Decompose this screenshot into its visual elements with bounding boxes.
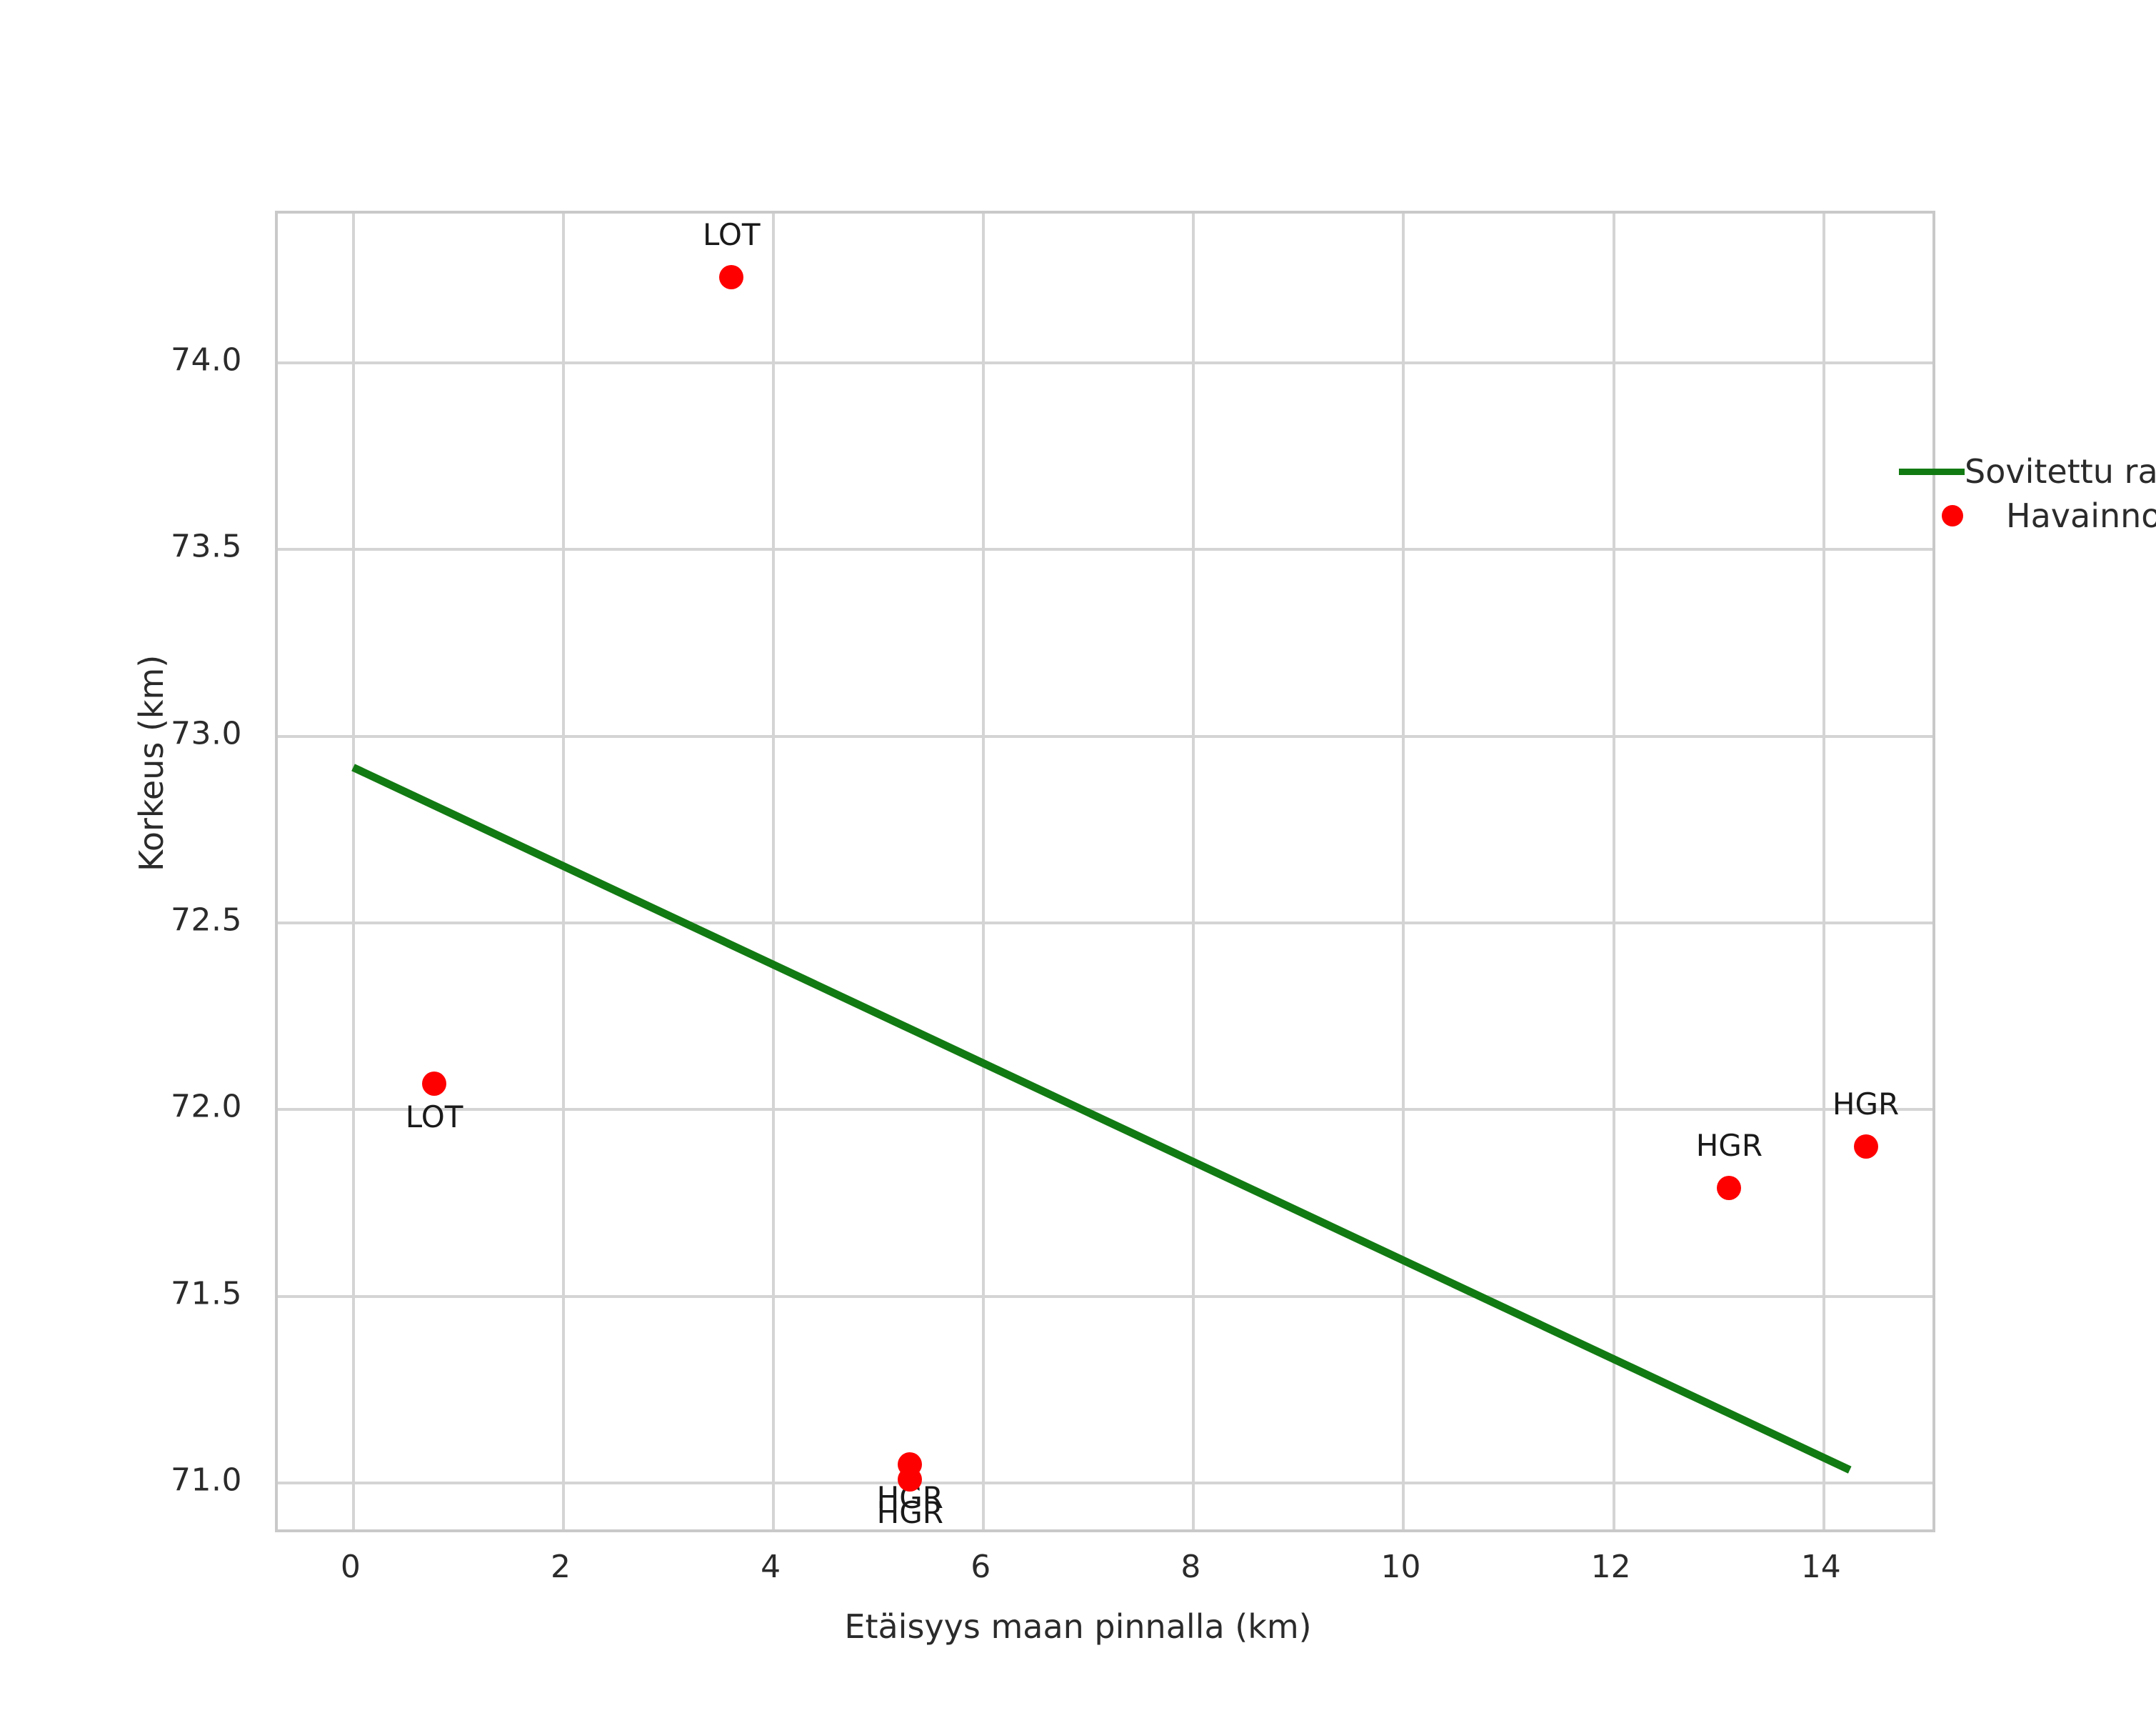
data-point-label: HGR: [876, 1494, 943, 1530]
x-axis-title: Etäisyys maan pinnalla (km): [844, 1607, 1312, 1646]
y-axis-title: Korkeus (km): [132, 654, 171, 872]
legend-line-swatch: [1899, 468, 1965, 475]
x-tick-label: 10: [1380, 1549, 1421, 1585]
legend-label-fitted-line: Sovitettu rata: [1965, 452, 2156, 491]
gridline-vertical: [1192, 214, 1195, 1529]
data-point-label: LOT: [405, 1099, 463, 1134]
gridline-vertical: [982, 214, 986, 1529]
x-tick-label: 4: [761, 1549, 781, 1585]
legend-item-observations: Havainnot: [1899, 494, 2156, 538]
gridline-vertical: [1822, 214, 1825, 1529]
gridline-horizontal: [278, 1481, 1932, 1484]
gridline-vertical: [1402, 214, 1405, 1529]
data-point-label: LOT: [702, 216, 761, 252]
legend-dot-swatch: [1899, 505, 2006, 526]
gridline-vertical: [562, 214, 565, 1529]
fitted-trajectory-line: [351, 764, 1852, 1474]
data-point-marker: [719, 264, 744, 289]
gridline-vertical: [351, 214, 355, 1529]
gridline-horizontal: [278, 921, 1932, 924]
data-point-marker: [422, 1071, 447, 1096]
legend-label-observations: Havainnot: [2006, 496, 2156, 535]
x-tick-label: 0: [340, 1549, 361, 1585]
data-point-label: HGR: [1832, 1087, 1900, 1122]
data-point-marker: [1853, 1134, 1878, 1159]
y-tick-label: 73.5: [171, 528, 242, 565]
data-point-label: HGR: [1695, 1127, 1763, 1163]
x-tick-label: 8: [1180, 1549, 1201, 1585]
x-tick-label: 2: [551, 1549, 571, 1585]
y-tick-label: 74.0: [171, 341, 242, 379]
gridline-horizontal: [278, 548, 1932, 551]
gridline-horizontal: [278, 361, 1932, 365]
gridline-vertical: [772, 214, 776, 1529]
gridline-horizontal: [278, 734, 1932, 738]
x-tick-label: 12: [1590, 1549, 1631, 1585]
legend-item-fitted-line: Sovitettu rata: [1899, 449, 2156, 494]
chart-legend: Sovitettu rata Havainnot: [1899, 442, 2156, 548]
y-tick-label: 72.0: [171, 1088, 242, 1125]
data-point-marker: [898, 1467, 923, 1492]
gridline-vertical: [1612, 214, 1615, 1529]
gridline-horizontal: [278, 1294, 1932, 1298]
x-tick-label: 14: [1800, 1549, 1841, 1585]
y-tick-label: 71.5: [171, 1275, 242, 1312]
gridline-horizontal: [278, 1108, 1932, 1112]
y-tick-label: 71.0: [171, 1462, 242, 1499]
data-point-marker: [1717, 1175, 1742, 1200]
x-tick-label: 6: [971, 1549, 991, 1585]
fitted-line-path: [351, 764, 1852, 1474]
y-tick-label: 72.5: [171, 902, 242, 939]
y-tick-label: 73.0: [171, 715, 242, 752]
plot-canvas: [351, 764, 1852, 1474]
